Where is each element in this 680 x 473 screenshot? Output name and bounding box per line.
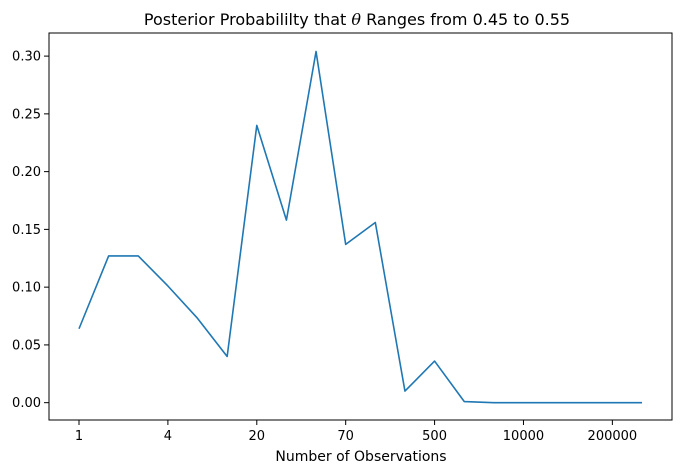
x-tick-label: 200000	[588, 429, 638, 444]
x-tick-label: 70	[337, 429, 354, 444]
y-tick-label: 0.05	[12, 338, 41, 353]
y-tick-label: 0.00	[12, 396, 41, 411]
y-tick-label: 0.20	[12, 165, 41, 180]
y-tick-label: 0.30	[12, 50, 41, 65]
x-tick-label: 1	[75, 429, 83, 444]
plot-frame	[48, 32, 673, 421]
x-axis-title: Number of Observations	[275, 449, 446, 465]
x-axis: 1 4 20 70 500 10000 200000	[75, 420, 637, 444]
x-tick-label: 20	[249, 429, 266, 444]
x-tick-label: 500	[422, 429, 447, 444]
series-line	[78, 50, 642, 404]
y-tick-label: 0.10	[12, 281, 41, 296]
chart-title: Posterior Probabililty that θ Ranges fro…	[144, 10, 570, 29]
x-tick-label: 10000	[503, 429, 544, 444]
y-axis: 0.00 0.05 0.10 0.15 0.20 0.25 0.30	[12, 50, 49, 411]
y-tick-label: 0.15	[12, 223, 41, 238]
series-layer	[78, 50, 642, 404]
x-tick-label: 4	[164, 429, 172, 444]
y-tick-label: 0.25	[12, 107, 41, 122]
